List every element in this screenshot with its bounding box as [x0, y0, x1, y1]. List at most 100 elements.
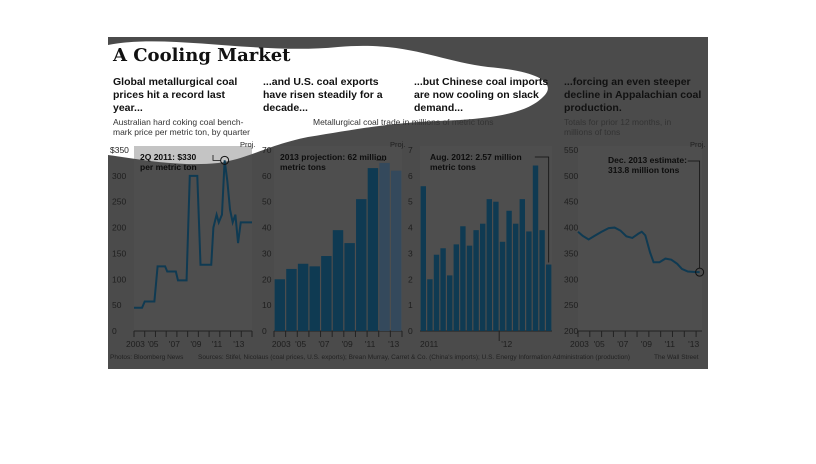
data-line: [134, 160, 252, 309]
chart-3: 7 6 5 4 3 2 1 0 2011 '12 Aug. 2012: 2.57 millionme…: [408, 145, 552, 349]
panel-heading: ...forcing an even steeper: [564, 76, 691, 88]
y-tick-label: 30: [262, 248, 272, 258]
panel-heading: have risen steadily for a: [263, 89, 383, 101]
bar: [344, 243, 355, 331]
y-tick-label: 150: [112, 248, 126, 258]
panel-heading: year...: [113, 102, 143, 114]
plot-area: [420, 146, 552, 331]
bar: [499, 241, 506, 331]
annotation-leader: [376, 159, 385, 161]
plot-area: [134, 146, 252, 331]
x-tick-label: '05: [295, 339, 306, 349]
footer-sources: Sources: Stifel, Nicolaus (coal prices, …: [198, 354, 630, 361]
x-tick-label: '09: [190, 339, 201, 349]
y-tick-label: 5: [408, 197, 413, 207]
bar: [390, 170, 402, 331]
panel-description: mark price per metric ton, by quarter: [113, 127, 250, 137]
y-tick-label: 0: [262, 326, 267, 336]
y-tick-label: 70: [262, 145, 272, 155]
proj-label: Proj.: [690, 140, 705, 149]
panel-heading: decline in Appalachian coal: [564, 89, 701, 101]
x-tick-label: '12: [501, 339, 512, 349]
panel-heading: are now cooling on slack: [414, 89, 539, 101]
annotation-leader: [687, 160, 701, 269]
y-tick-label: 3: [408, 248, 413, 258]
y-tick-label: 20: [262, 274, 272, 284]
bar: [539, 230, 545, 331]
x-tick-label: 2003: [126, 339, 145, 349]
bar: [379, 162, 390, 331]
y-tick-label: 50: [262, 197, 272, 207]
annotation: Aug. 2012: 2.57 million: [430, 152, 522, 162]
x-tick-label: '05: [147, 339, 158, 349]
y-tick-label: 1: [408, 300, 413, 310]
x-tick-label: '07: [617, 339, 628, 349]
y-tick-label: 200: [564, 326, 578, 336]
y-tick-label: 250: [564, 300, 578, 310]
panel-heading: Global metallurgical coal: [113, 76, 237, 88]
highlight-blob: [108, 41, 548, 165]
x-tick-label: 2003: [272, 339, 291, 349]
panel-heading: demand...: [414, 102, 463, 114]
bar: [297, 263, 309, 331]
x-tick-label: '13: [388, 339, 399, 349]
bar: [466, 245, 473, 331]
bar: [493, 201, 499, 331]
bar: [526, 231, 532, 331]
x-tick-label: '09: [342, 339, 353, 349]
y-tick-label: 0: [408, 326, 413, 336]
y-tick-label: 400: [564, 223, 578, 233]
bar: [321, 256, 332, 331]
panel-heading: prices hit a record last: [113, 89, 226, 101]
bar: [519, 199, 525, 331]
panel-heading: decade...: [263, 102, 308, 114]
y-tick-label: $350: [110, 145, 129, 155]
data-line: [577, 226, 700, 274]
bar: [473, 230, 479, 331]
annotation: metric tons: [280, 162, 326, 172]
panel-description: Totals for prior 12 months, in: [564, 117, 672, 127]
x-tick-label: '07: [318, 339, 329, 349]
panel-description: millions of tons: [564, 127, 620, 137]
chart-4: 550 500 450 400 350 300 250 200 Proj. 2003 '05 '07 '…: [564, 140, 705, 349]
bar: [367, 168, 379, 331]
annotation: Dec. 2013 estimate:: [608, 155, 687, 165]
bar: [506, 210, 512, 331]
y-tick-label: 550: [564, 145, 578, 155]
y-tick-label: 0: [112, 326, 117, 336]
infographic: A Cooling Market Global metallurgical coa…: [108, 37, 708, 369]
bar: [427, 279, 433, 331]
x-tick-label: 2003: [570, 339, 589, 349]
footer-credit: The Wall Street: [654, 354, 699, 361]
plot-area: [578, 146, 702, 331]
x-tick-label: '13: [233, 339, 244, 349]
bar: [480, 223, 486, 331]
y-tick-label: 200: [112, 223, 126, 233]
y-tick-label: 300: [564, 274, 578, 284]
bar: [453, 244, 459, 331]
x-tick-label: '07: [169, 339, 180, 349]
annotation: 2Q 2011: $330: [140, 152, 197, 162]
bar: [433, 254, 440, 331]
panel-heading: ...but Chinese coal imports: [414, 76, 548, 88]
annotation: 313.8 million tons: [608, 165, 680, 175]
x-tick-label: '11: [365, 339, 376, 349]
y-tick-label: 10: [262, 300, 272, 310]
annotation: 2013 projection: 62 million: [280, 152, 387, 162]
y-tick-label: 250: [112, 197, 126, 207]
panel-heading: production.: [564, 102, 622, 114]
y-tick-label: 300: [112, 171, 126, 181]
bar: [546, 264, 552, 331]
panel-description: Australian hard coking coal bench-: [113, 117, 244, 127]
chart-1: $350 300 250 200 150 100 50 0 Proj. 2003'05 '07 '09…: [110, 140, 255, 349]
chart-2: 70 60 50 40 30 20 10 0 Proj. 2003 '05 '07 '09 '11 '13 2…: [262, 140, 405, 349]
proj-label: Proj.: [240, 140, 255, 149]
y-tick-label: 450: [564, 197, 578, 207]
bar: [532, 165, 539, 331]
y-tick-label: 60: [262, 171, 272, 181]
bar: [486, 199, 492, 331]
y-tick-label: 350: [564, 248, 578, 258]
footer-photos: Photos: Bloomberg News: [110, 354, 184, 361]
proj-label: Proj.: [390, 140, 405, 149]
bar: [309, 266, 320, 331]
